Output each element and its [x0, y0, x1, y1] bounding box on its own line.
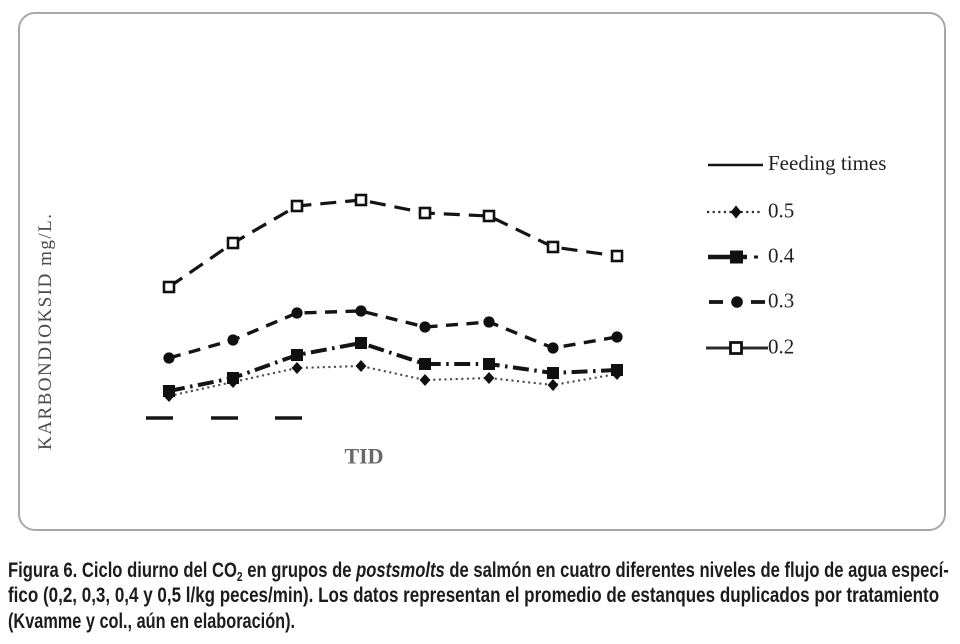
svg-text:0.5: 0.5: [768, 199, 794, 223]
svg-text:KARBONDIOKSID mg/L.: KARBONDIOKSID mg/L.: [35, 213, 56, 451]
svg-text:0.4: 0.4: [768, 244, 795, 268]
svg-text:0.2: 0.2: [768, 335, 794, 359]
svg-text:Feeding times: Feeding times: [768, 151, 886, 175]
svg-text:TID: TID: [344, 444, 383, 469]
svg-text:0.3: 0.3: [768, 289, 794, 313]
